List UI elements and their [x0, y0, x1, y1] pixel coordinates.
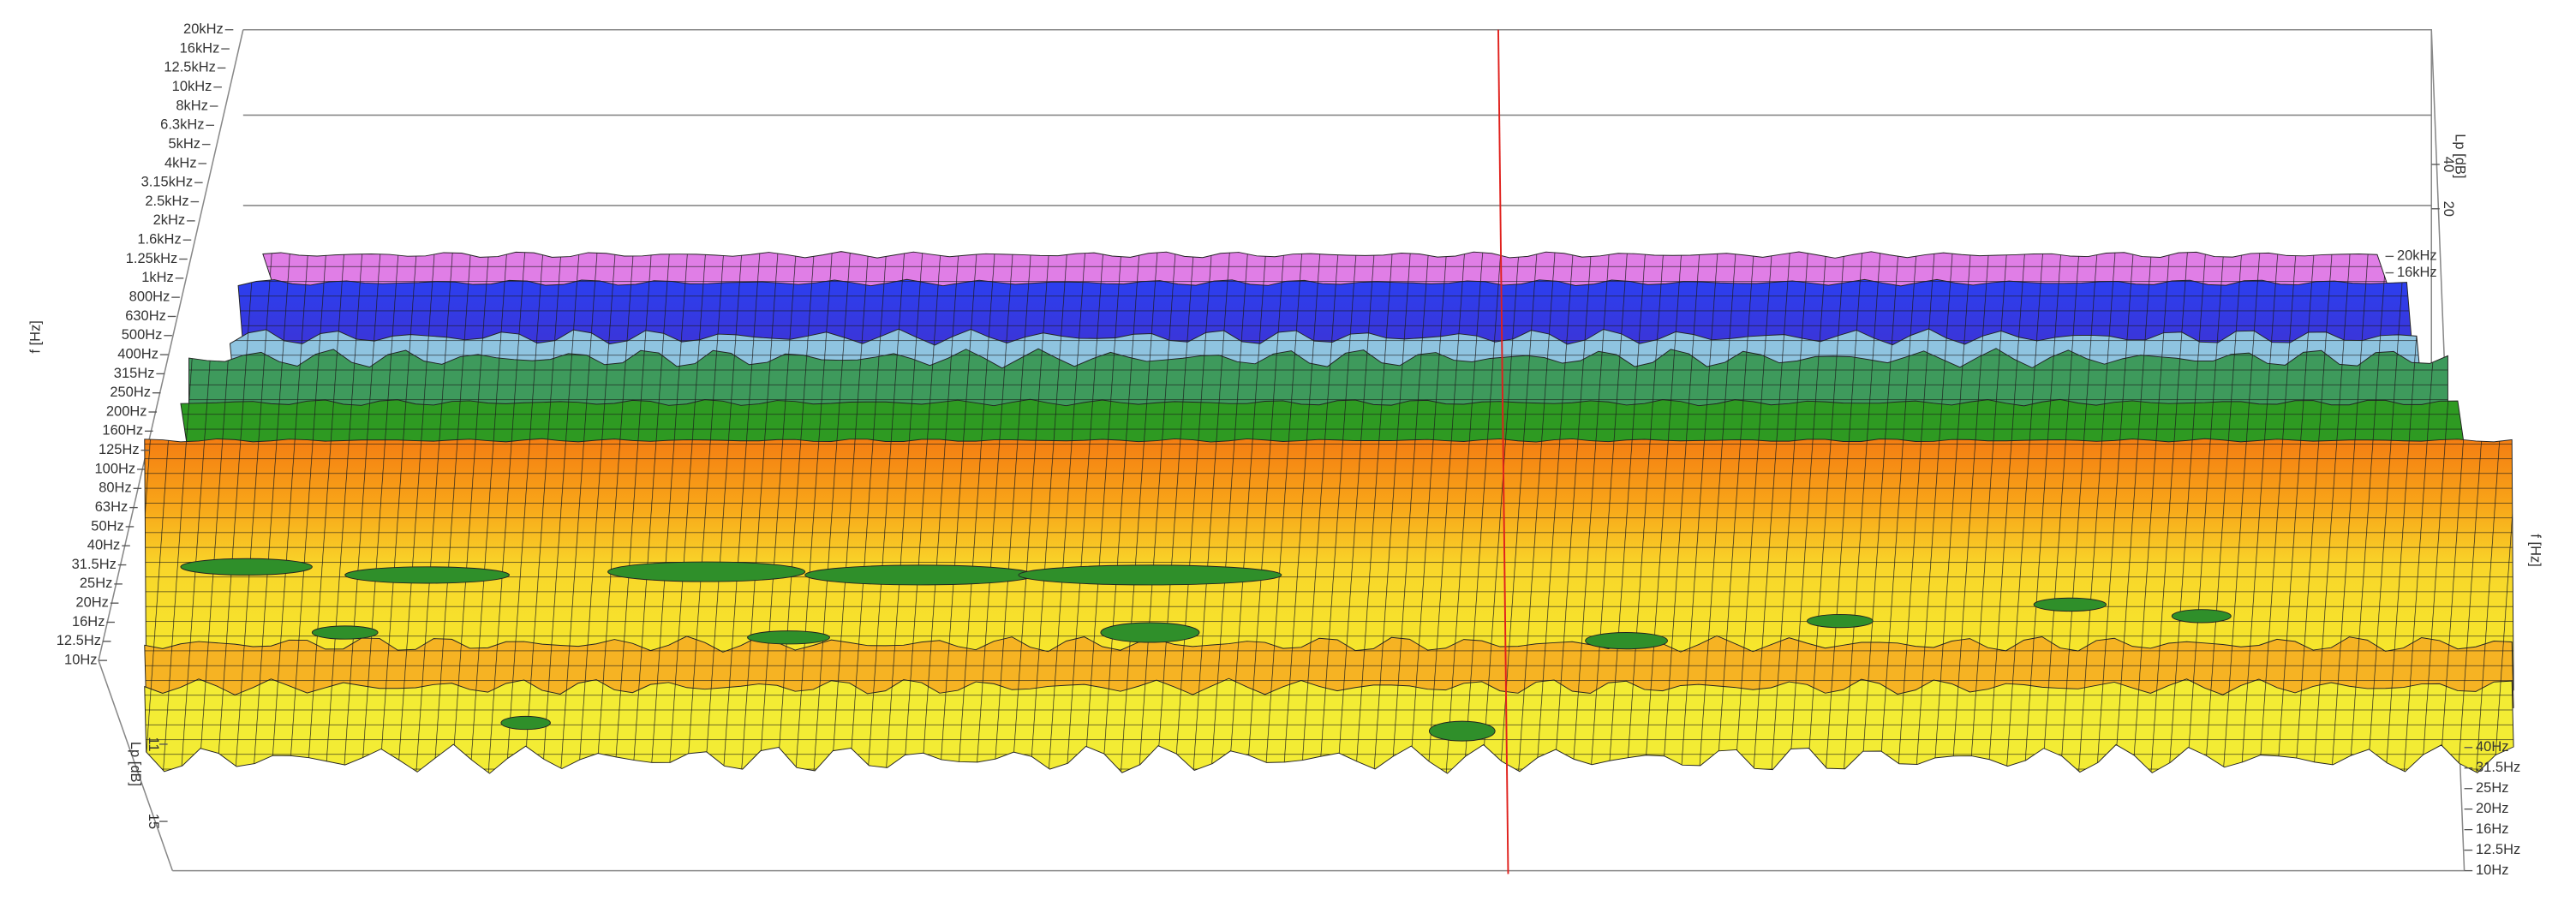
y-tick-label: 10Hz [64, 652, 97, 667]
right-front-tick-label: 20Hz [2476, 801, 2508, 816]
surface-patch [1807, 613, 1874, 629]
y-tick-label: 25Hz [80, 576, 112, 591]
y-tick-label: 630Hz [125, 308, 166, 324]
surface [144, 251, 2514, 774]
y-tick-label: 5kHz [168, 136, 200, 152]
y-tick-label: 250Hz [110, 385, 151, 400]
right-front-tick-label: 12.5Hz [2476, 842, 2520, 857]
surface-patch [500, 715, 551, 731]
y-tick-label: 1kHz [141, 270, 174, 285]
surface-patch [344, 566, 510, 584]
y-tick-label: 4kHz [164, 155, 197, 170]
y-tick-label: 20Hz [75, 595, 108, 611]
right-z-tick-label: 40 [2441, 157, 2456, 172]
surface-mesh [144, 678, 2514, 774]
y-tick-label: 2kHz [153, 212, 186, 228]
y-tick-label: 3.15kHz [141, 175, 193, 190]
y-tick-label: 2.5kHz [145, 194, 188, 209]
y-tick-label: 1.25kHz [126, 251, 177, 266]
y-tick-label: 160Hz [102, 423, 143, 439]
surface-patch [311, 625, 379, 640]
y-axis-label: f [Hz] [28, 320, 44, 353]
y-tick-label: 80Hz [99, 480, 131, 496]
y-tick-label: 50Hz [91, 518, 123, 534]
surface-patch [1428, 720, 1496, 742]
right-front-tick-label: 25Hz [2476, 780, 2508, 796]
surface-mesh [144, 439, 2514, 697]
y-tick-label: 16kHz [180, 40, 220, 56]
y-tick-label: 10kHz [172, 79, 212, 94]
y-tick-label: 12.5kHz [164, 60, 215, 75]
surface-patch [1585, 632, 1668, 650]
surface-patch [2171, 609, 2232, 624]
y-tick-label: 16Hz [72, 614, 105, 630]
y-tick-label: 6.3kHz [160, 117, 204, 133]
y-tick-label: 315Hz [114, 366, 155, 381]
z-axis-label: Lp [dB] [128, 742, 143, 786]
y-tick-label: 100Hz [95, 461, 136, 476]
z-tick-label: 15 [146, 814, 161, 829]
y-tick-label: 8kHz [176, 98, 208, 113]
surface-mesh [180, 399, 2465, 449]
right-z-tick-label: 20 [2441, 201, 2456, 217]
surface-patch [2033, 597, 2107, 612]
y-tick-label: 1.6kHz [137, 232, 181, 248]
right-back-tick-label: 16kHz [2397, 265, 2437, 280]
y-tick-label: 40Hz [87, 538, 120, 553]
y-tick-label: 31.5Hz [72, 557, 117, 572]
right-back-tick-label: 20kHz [2397, 248, 2437, 264]
y-tick-label: 12.5Hz [57, 633, 101, 648]
y-tick-label: 20kHz [183, 21, 224, 37]
surface-patch [747, 630, 830, 645]
y-tick-label: 63Hz [95, 499, 128, 515]
y-tick-label: 400Hz [117, 346, 158, 361]
z-tick-label: 11 [146, 737, 161, 751]
surface-patch [607, 561, 806, 582]
y-tick-label: 200Hz [106, 403, 147, 419]
y-tick-label: 125Hz [99, 442, 140, 457]
right-front-tick-label: 16Hz [2476, 821, 2508, 837]
surface-patch [180, 558, 313, 576]
right-front-tick-label: 40Hz [2476, 739, 2508, 755]
right-front-tick-label: 10Hz [2476, 862, 2508, 878]
right-y-axis-label: f [Hz] [2528, 534, 2543, 566]
right-front-tick-label: 31.5Hz [2476, 760, 2520, 775]
right-z-axis-label: Lp [dB] [2452, 134, 2467, 178]
surface-patch [1018, 564, 1282, 586]
cursor-line [1497, 29, 1509, 874]
surface-patch [804, 564, 1036, 586]
y-tick-label: 800Hz [129, 289, 170, 305]
y-tick-label: 500Hz [122, 327, 163, 343]
surface-patch [1100, 622, 1200, 643]
